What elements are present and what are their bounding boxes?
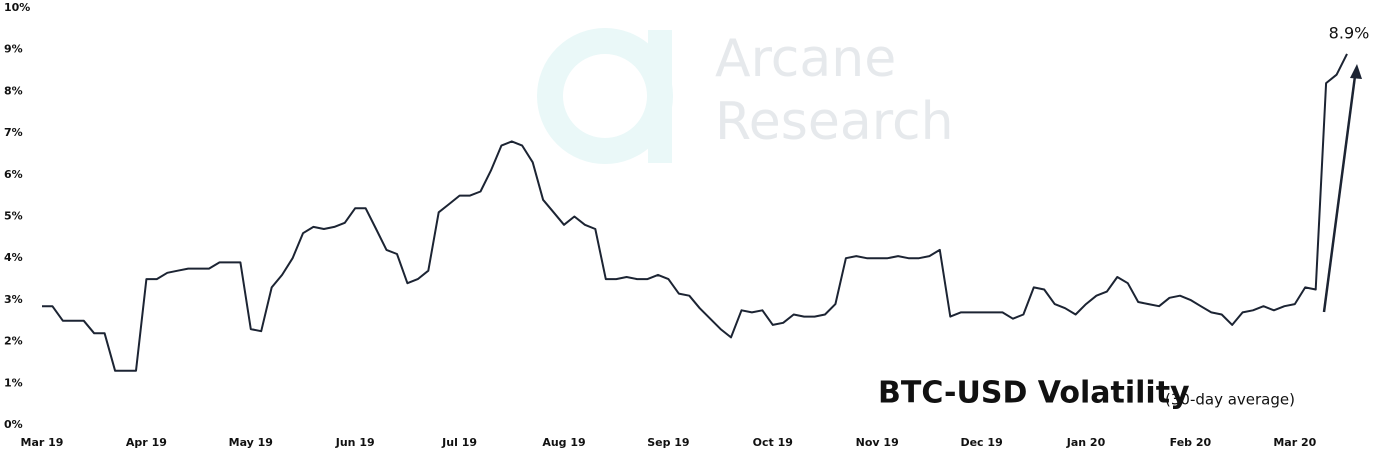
watermark-logo-bar [648,30,672,163]
line [42,53,1348,372]
watermark-logo [537,28,673,164]
y-tick-label: 1% [4,376,23,389]
data-label: 8.9% [1329,23,1370,42]
watermark: Arcane Research [537,28,954,164]
x-tick-label: Dec 19 [960,436,1002,449]
chart-subtitle: (30-day average) [1165,391,1295,409]
y-tick-label: 10% [4,1,30,14]
watermark-text: Arcane [715,29,896,89]
x-tick-label: Jan 20 [1066,436,1106,449]
y-tick-label: 6% [4,168,23,181]
x-tick-label: Sep 19 [647,436,689,449]
y-tick-label: 9% [4,43,23,56]
y-tick-label: 4% [4,251,23,264]
chart-title: BTC-USD Volatility [878,376,1190,411]
y-tick-label: 3% [4,293,23,306]
y-tick-label: 0% [4,418,23,431]
x-tick-label: Aug 19 [542,436,585,449]
arrow-head [1350,64,1362,79]
y-tick-label: 2% [4,335,23,348]
x-tick-label: Jun 19 [335,436,375,449]
x-tick-label: Jul 19 [441,436,477,449]
x-tick-label: Nov 19 [856,436,899,449]
watermark-text: Research [715,92,954,152]
arrow [1322,64,1362,313]
x-tick-label: Mar 19 [21,436,64,449]
x-tick-label: Apr 19 [126,436,167,449]
y-tick-label: 8% [4,84,23,97]
x-tick-label: Mar 20 [1273,436,1316,449]
x-tick-label: Oct 19 [753,436,793,449]
y-tick-label: 5% [4,210,23,223]
y-tick-label: 7% [4,126,23,139]
arrow-shaft [1322,75,1357,313]
x-tick-label: May 19 [229,436,273,449]
x-tick-label: Feb 20 [1170,436,1212,449]
